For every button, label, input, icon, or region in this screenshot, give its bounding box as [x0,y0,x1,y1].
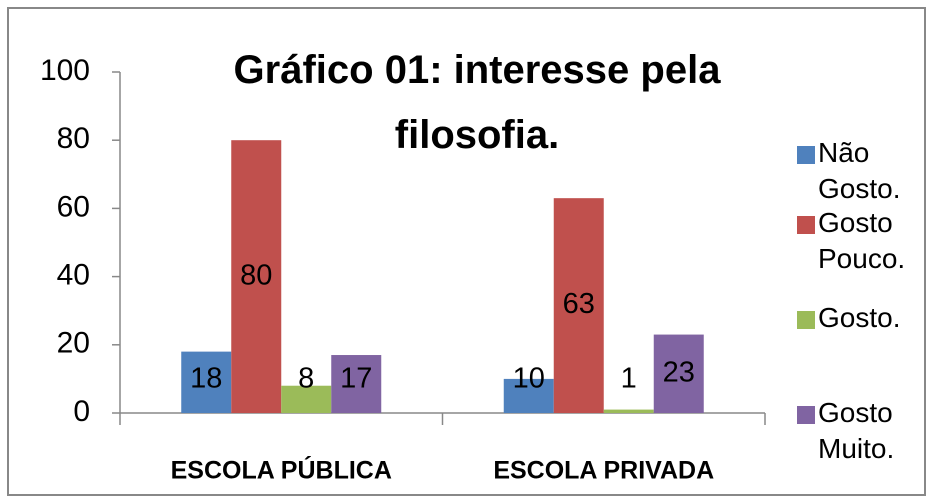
bar [503,378,554,413]
y-tick-label: 20 [57,327,90,360]
y-tick-label: 0 [73,395,90,428]
bar [281,385,332,413]
data-label: 23 [663,356,695,388]
legend-swatch [797,216,815,234]
data-label: 10 [513,363,545,395]
data-label: 80 [240,259,272,291]
legend-label: Gosto. [818,302,900,333]
bar [231,140,282,413]
data-label: 17 [340,363,372,395]
y-tick-label: 100 [40,54,90,87]
bar [653,334,704,413]
x-tick-label: ESCOLA PÚBLICA [171,455,392,485]
chart-border [7,7,926,496]
y-tick-label: 60 [57,190,90,223]
legend-label: Gosto Pouco. [818,207,905,274]
data-label: 8 [298,363,314,395]
data-label: 18 [190,363,222,395]
x-tick-label: ESCOLA PRIVADA [493,457,714,485]
legend-swatch [797,311,815,329]
legend-swatch [797,406,815,424]
data-label: 63 [563,288,595,320]
bar [603,409,654,413]
y-tick-label: 40 [57,259,90,292]
y-tick-label: 80 [57,122,90,155]
bar [331,355,382,413]
chart-title: Gráfico 01: interesse pela filosofia. [234,48,722,157]
bar [181,351,232,413]
legend-label: Não Gosto. [818,137,900,204]
legend-swatch [797,146,815,164]
legend-label: Gosto Muito. [818,397,894,464]
data-label: 1 [621,363,637,395]
bar [553,198,604,413]
